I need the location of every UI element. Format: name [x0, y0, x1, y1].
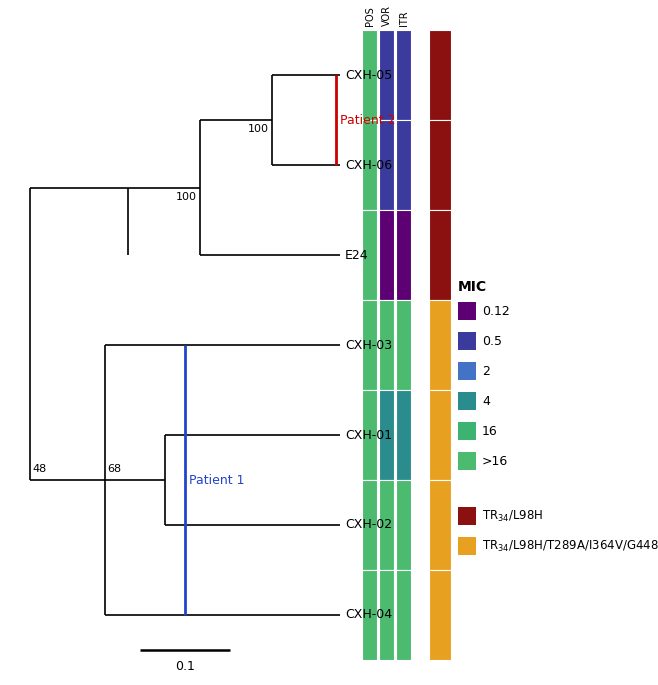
Bar — [458, 392, 476, 410]
Text: 0.12: 0.12 — [482, 305, 510, 318]
Text: 2: 2 — [482, 364, 490, 377]
Bar — [396, 210, 411, 300]
Bar — [458, 362, 476, 380]
Text: CXH-02: CXH-02 — [345, 519, 392, 532]
Text: CXH-03: CXH-03 — [345, 338, 392, 351]
Bar — [429, 480, 451, 570]
Bar — [458, 422, 476, 440]
Bar — [396, 300, 411, 390]
Bar — [362, 390, 377, 480]
Bar — [379, 480, 394, 570]
Text: Patient 1: Patient 1 — [189, 473, 245, 486]
Text: ITR: ITR — [399, 10, 409, 26]
Bar — [396, 480, 411, 570]
Text: Patient 2: Patient 2 — [340, 114, 395, 127]
Bar — [429, 390, 451, 480]
Bar — [458, 302, 476, 320]
Text: >16: >16 — [482, 455, 508, 467]
Bar — [362, 30, 377, 120]
Bar — [396, 30, 411, 120]
Bar — [379, 570, 394, 660]
Bar — [362, 210, 377, 300]
Bar — [458, 537, 476, 555]
Text: 16: 16 — [482, 425, 497, 438]
Bar — [362, 570, 377, 660]
Bar — [429, 300, 451, 390]
Text: 68: 68 — [107, 464, 121, 474]
Text: TR$_{34}$/L98H/T289A/I364V/G448S: TR$_{34}$/L98H/T289A/I364V/G448S — [482, 538, 658, 553]
Bar — [379, 300, 394, 390]
Text: CXH-01: CXH-01 — [345, 429, 392, 442]
Text: CXH-06: CXH-06 — [345, 158, 392, 171]
Bar — [396, 120, 411, 210]
Bar — [458, 332, 476, 350]
Bar — [362, 480, 377, 570]
Bar — [458, 507, 476, 525]
Bar — [429, 570, 451, 660]
Bar — [379, 30, 394, 120]
Text: 100: 100 — [248, 124, 269, 134]
Bar — [429, 210, 451, 300]
Bar — [362, 120, 377, 210]
Text: CXH-05: CXH-05 — [345, 68, 392, 82]
Text: 100: 100 — [176, 192, 197, 201]
Bar — [396, 390, 411, 480]
Text: E24: E24 — [345, 249, 368, 262]
Bar — [396, 570, 411, 660]
Text: 4: 4 — [482, 395, 490, 408]
Text: POS: POS — [365, 6, 374, 26]
Bar — [362, 300, 377, 390]
Bar — [458, 452, 476, 470]
Bar — [379, 120, 394, 210]
Bar — [429, 30, 451, 120]
Text: CXH-04: CXH-04 — [345, 608, 392, 621]
Text: TR$_{34}$/L98H: TR$_{34}$/L98H — [482, 508, 544, 523]
Text: 0.1: 0.1 — [175, 660, 195, 673]
Bar — [379, 390, 394, 480]
Text: VOR: VOR — [382, 5, 392, 26]
Bar — [379, 210, 394, 300]
Bar — [429, 120, 451, 210]
Text: 48: 48 — [32, 464, 46, 474]
Text: MIC: MIC — [458, 280, 487, 294]
Text: 0.5: 0.5 — [482, 334, 502, 347]
